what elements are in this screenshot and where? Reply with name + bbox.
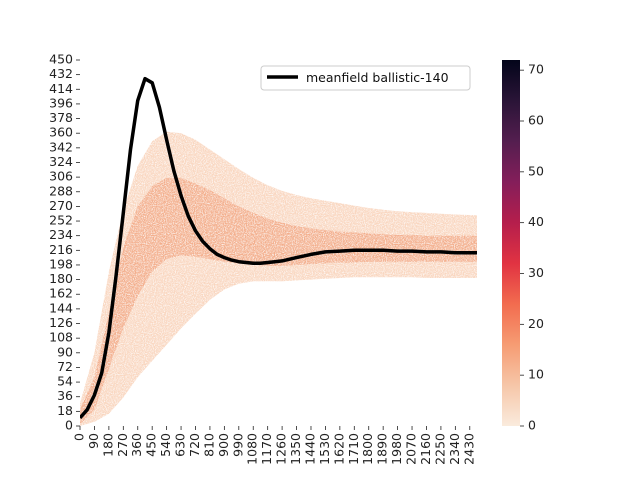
legend: meanfield ballistic-140 <box>260 65 471 91</box>
colorbar-gradient <box>502 60 520 426</box>
y-tick-label: 270 <box>49 198 73 213</box>
y-tick-label: 324 <box>49 154 73 169</box>
x-axis: 0 90 180 270 360 450 540 630 720 810 900 990 1080 117… <box>72 426 476 465</box>
y-tick-label: 0 <box>65 418 73 433</box>
y-tick-label: 216 <box>49 242 73 257</box>
x-tick-label: 1620 <box>331 433 346 465</box>
y-tick-label: 126 <box>49 315 73 330</box>
y-tick-label: 144 <box>49 300 73 315</box>
x-tick-label: 0 <box>72 433 87 441</box>
x-tick-label: 900 <box>216 433 231 457</box>
x-tick-label: 720 <box>187 433 202 457</box>
y-tick-label: 450 <box>49 52 73 67</box>
heat-band-core <box>80 177 477 425</box>
y-tick-label: 54 <box>57 374 73 389</box>
x-tick-label: 1170 <box>259 433 274 465</box>
y-tick-label: 360 <box>49 125 73 140</box>
y-tick-label: 306 <box>49 169 73 184</box>
y-tick-label: 36 <box>57 388 73 403</box>
y-tick-label: 432 <box>49 66 73 81</box>
y-tick-label: 18 <box>57 403 73 418</box>
series-line-meanfield <box>80 76 477 420</box>
x-tick-label: 270 <box>115 433 130 457</box>
y-tick-label: 234 <box>49 227 73 242</box>
x-tick-label: 90 <box>86 433 101 449</box>
y-tick-label: 198 <box>49 256 73 271</box>
x-tick-label: 360 <box>129 433 144 457</box>
y-tick-label: 252 <box>49 213 73 228</box>
legend-label: meanfield ballistic-140 <box>306 70 449 85</box>
x-tick-label: 540 <box>158 433 173 457</box>
x-tick-label: 2250 <box>432 433 447 465</box>
x-tick-label: 1530 <box>317 433 332 465</box>
colorbar-tick-label: 10 <box>528 367 544 382</box>
y-tick-label: 90 <box>57 344 73 359</box>
x-tick-label: 1980 <box>389 433 404 465</box>
x-tick-label: 2160 <box>418 433 433 465</box>
x-tick-label: 1350 <box>288 433 303 465</box>
x-tick-label: 1260 <box>274 433 289 465</box>
x-tick-label: 2430 <box>461 433 476 465</box>
legend-box <box>260 65 471 91</box>
meanfield-line <box>80 76 477 420</box>
x-tick-label: 1890 <box>375 433 390 465</box>
x-tick-label: 1710 <box>346 433 361 465</box>
y-tick-label: 72 <box>57 359 73 374</box>
x-tick-label: 630 <box>173 433 188 457</box>
colorbar-tick-label: 40 <box>528 214 544 229</box>
x-tick-label: 2340 <box>447 433 462 465</box>
colorbar: 0 10 20 30 40 50 60 70 <box>502 60 544 433</box>
heatmap-cells <box>80 131 477 426</box>
x-tick-label: 990 <box>230 433 245 457</box>
y-tick-label: 288 <box>49 183 73 198</box>
y-axis: 0183654729010812614416218019821623425227… <box>49 52 80 433</box>
x-tick-label: 180 <box>100 433 115 457</box>
x-tick-label: 2070 <box>404 433 419 465</box>
x-tick-label: 1440 <box>303 433 318 465</box>
colorbar-tick-label: 70 <box>528 62 544 77</box>
x-tick-label: 1080 <box>245 433 260 465</box>
y-tick-label: 414 <box>49 81 73 96</box>
x-tick-label: 1800 <box>360 433 375 465</box>
colorbar-tick-label: 60 <box>528 113 544 128</box>
colorbar-tick-label: 20 <box>528 316 544 331</box>
x-tick-label: 450 <box>144 433 159 457</box>
y-tick-label: 162 <box>49 286 73 301</box>
y-tick-label: 180 <box>49 271 73 286</box>
y-tick-label: 342 <box>49 139 73 154</box>
y-tick-label: 378 <box>49 110 73 125</box>
colorbar-tick-label: 50 <box>528 163 544 178</box>
x-tick-label: 810 <box>201 433 216 457</box>
y-tick-label: 396 <box>49 95 73 110</box>
colorbar-tick-label: 0 <box>528 418 536 433</box>
colorbar-tick-label: 30 <box>528 265 544 280</box>
y-tick-label: 108 <box>49 330 73 345</box>
